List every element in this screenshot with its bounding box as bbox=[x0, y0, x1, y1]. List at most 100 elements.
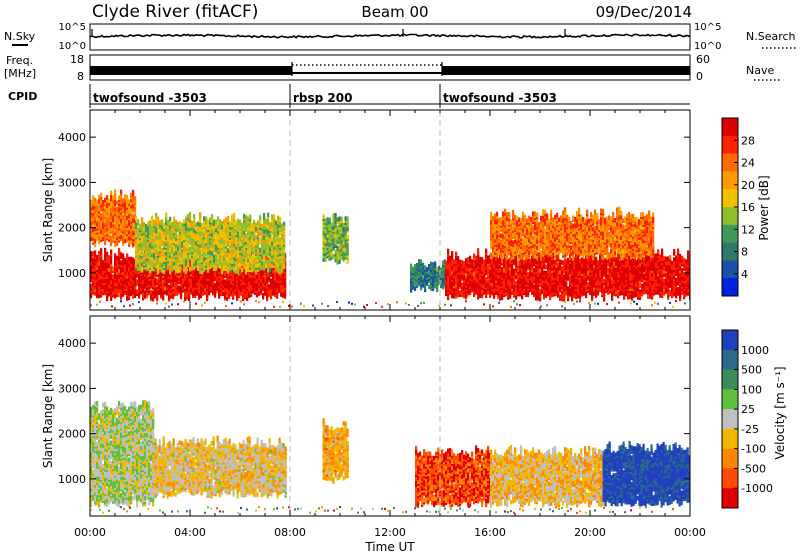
echo-cell bbox=[418, 259, 420, 264]
echo-cell bbox=[270, 295, 272, 300]
echo-cell bbox=[337, 217, 339, 222]
echo-cell bbox=[434, 278, 436, 283]
echo-cell bbox=[100, 193, 102, 198]
echo-cell bbox=[221, 221, 223, 226]
echo-cell bbox=[118, 248, 120, 253]
echo-cell bbox=[473, 282, 475, 287]
echo-cell bbox=[143, 239, 145, 244]
echo-cell bbox=[459, 260, 461, 265]
echo-cell bbox=[281, 252, 283, 257]
echo-cell bbox=[337, 240, 339, 245]
echo-cell bbox=[201, 249, 203, 254]
echo-cell bbox=[261, 224, 263, 229]
echo-cell bbox=[92, 232, 94, 237]
echo-cell bbox=[126, 199, 128, 204]
echo-cell bbox=[521, 281, 523, 286]
echo-cell bbox=[250, 286, 252, 291]
echo-cell bbox=[274, 276, 276, 281]
echo-cell bbox=[116, 262, 118, 267]
echo-cell bbox=[275, 241, 277, 246]
echo-cell bbox=[186, 287, 188, 292]
echo-cell bbox=[208, 285, 210, 290]
echo-cell bbox=[124, 208, 126, 213]
echo-cell bbox=[273, 239, 275, 244]
echo-cell bbox=[223, 219, 225, 224]
echo-cell bbox=[245, 270, 247, 275]
echo-cell bbox=[469, 282, 471, 287]
echo-cell bbox=[241, 239, 243, 244]
echo-cell bbox=[221, 266, 223, 271]
echo-cell bbox=[180, 283, 182, 288]
echo-cell bbox=[102, 270, 104, 275]
echo-cell bbox=[267, 219, 269, 224]
echo-cell bbox=[188, 286, 190, 291]
echo-cell bbox=[261, 236, 263, 241]
echo-cell bbox=[479, 263, 481, 268]
echo-cell bbox=[193, 253, 195, 258]
echo-cell bbox=[177, 222, 179, 227]
echo-cell bbox=[475, 270, 477, 275]
echo-cell bbox=[177, 252, 179, 257]
echo-cell bbox=[477, 291, 479, 296]
echo-cell bbox=[260, 288, 262, 293]
echo-cell bbox=[325, 219, 327, 224]
echo-cell bbox=[243, 251, 245, 256]
echo-cell bbox=[132, 264, 134, 269]
echo-cell bbox=[171, 222, 173, 227]
echo-cell bbox=[193, 214, 195, 219]
echo-cell bbox=[189, 216, 191, 221]
echo-cell bbox=[263, 213, 265, 218]
echo-cell bbox=[227, 248, 229, 253]
echo-cell bbox=[191, 231, 193, 236]
echo-cell bbox=[126, 280, 128, 285]
echo-cell bbox=[248, 285, 250, 290]
echo-cell bbox=[187, 220, 189, 225]
echo-cell bbox=[347, 251, 349, 256]
echo-cell bbox=[171, 249, 173, 254]
echo-cell bbox=[96, 206, 98, 211]
echo-cell bbox=[483, 274, 485, 279]
echo-cell bbox=[135, 243, 137, 248]
echo-cell bbox=[141, 246, 143, 251]
echo-cell bbox=[216, 272, 218, 277]
echo-cell bbox=[333, 254, 335, 259]
echo-cell bbox=[519, 269, 521, 274]
echo-cell bbox=[116, 201, 118, 206]
echo-cell bbox=[249, 215, 251, 220]
echo-cell bbox=[259, 248, 261, 253]
echo-cell bbox=[277, 246, 279, 251]
echo-cell bbox=[192, 287, 194, 292]
echo-cell bbox=[323, 237, 325, 242]
echo-cell bbox=[213, 220, 215, 225]
echo-cell bbox=[341, 227, 343, 232]
echo-cell bbox=[217, 216, 219, 221]
echo-cell bbox=[325, 245, 327, 250]
echo-cell bbox=[177, 246, 179, 251]
echo-cell bbox=[191, 243, 193, 248]
echo-cell bbox=[461, 274, 463, 279]
echo-cell bbox=[161, 219, 163, 224]
echo-cell bbox=[207, 224, 209, 229]
echo-cell bbox=[110, 201, 112, 206]
echo-cell bbox=[184, 296, 186, 301]
echo-cell bbox=[134, 206, 136, 211]
echo-cell bbox=[239, 220, 241, 225]
echo-cell bbox=[229, 254, 231, 259]
echo-cell bbox=[265, 233, 267, 238]
echo-cell bbox=[98, 255, 100, 260]
echo-cell bbox=[132, 218, 134, 223]
echo-cell bbox=[92, 195, 94, 200]
echo-cell bbox=[434, 270, 436, 275]
echo-cell bbox=[169, 235, 171, 240]
echo-cell bbox=[164, 286, 166, 291]
echo-cell bbox=[147, 252, 149, 257]
echo-cell bbox=[264, 291, 266, 296]
echo-cell bbox=[265, 219, 267, 224]
echo-cell bbox=[203, 216, 205, 221]
echo-cell bbox=[132, 257, 134, 262]
echo-cell bbox=[281, 223, 283, 228]
echo-cell bbox=[165, 213, 167, 218]
echo-cell bbox=[501, 273, 503, 278]
echo-cell bbox=[168, 295, 170, 300]
echo-cell bbox=[207, 236, 209, 241]
